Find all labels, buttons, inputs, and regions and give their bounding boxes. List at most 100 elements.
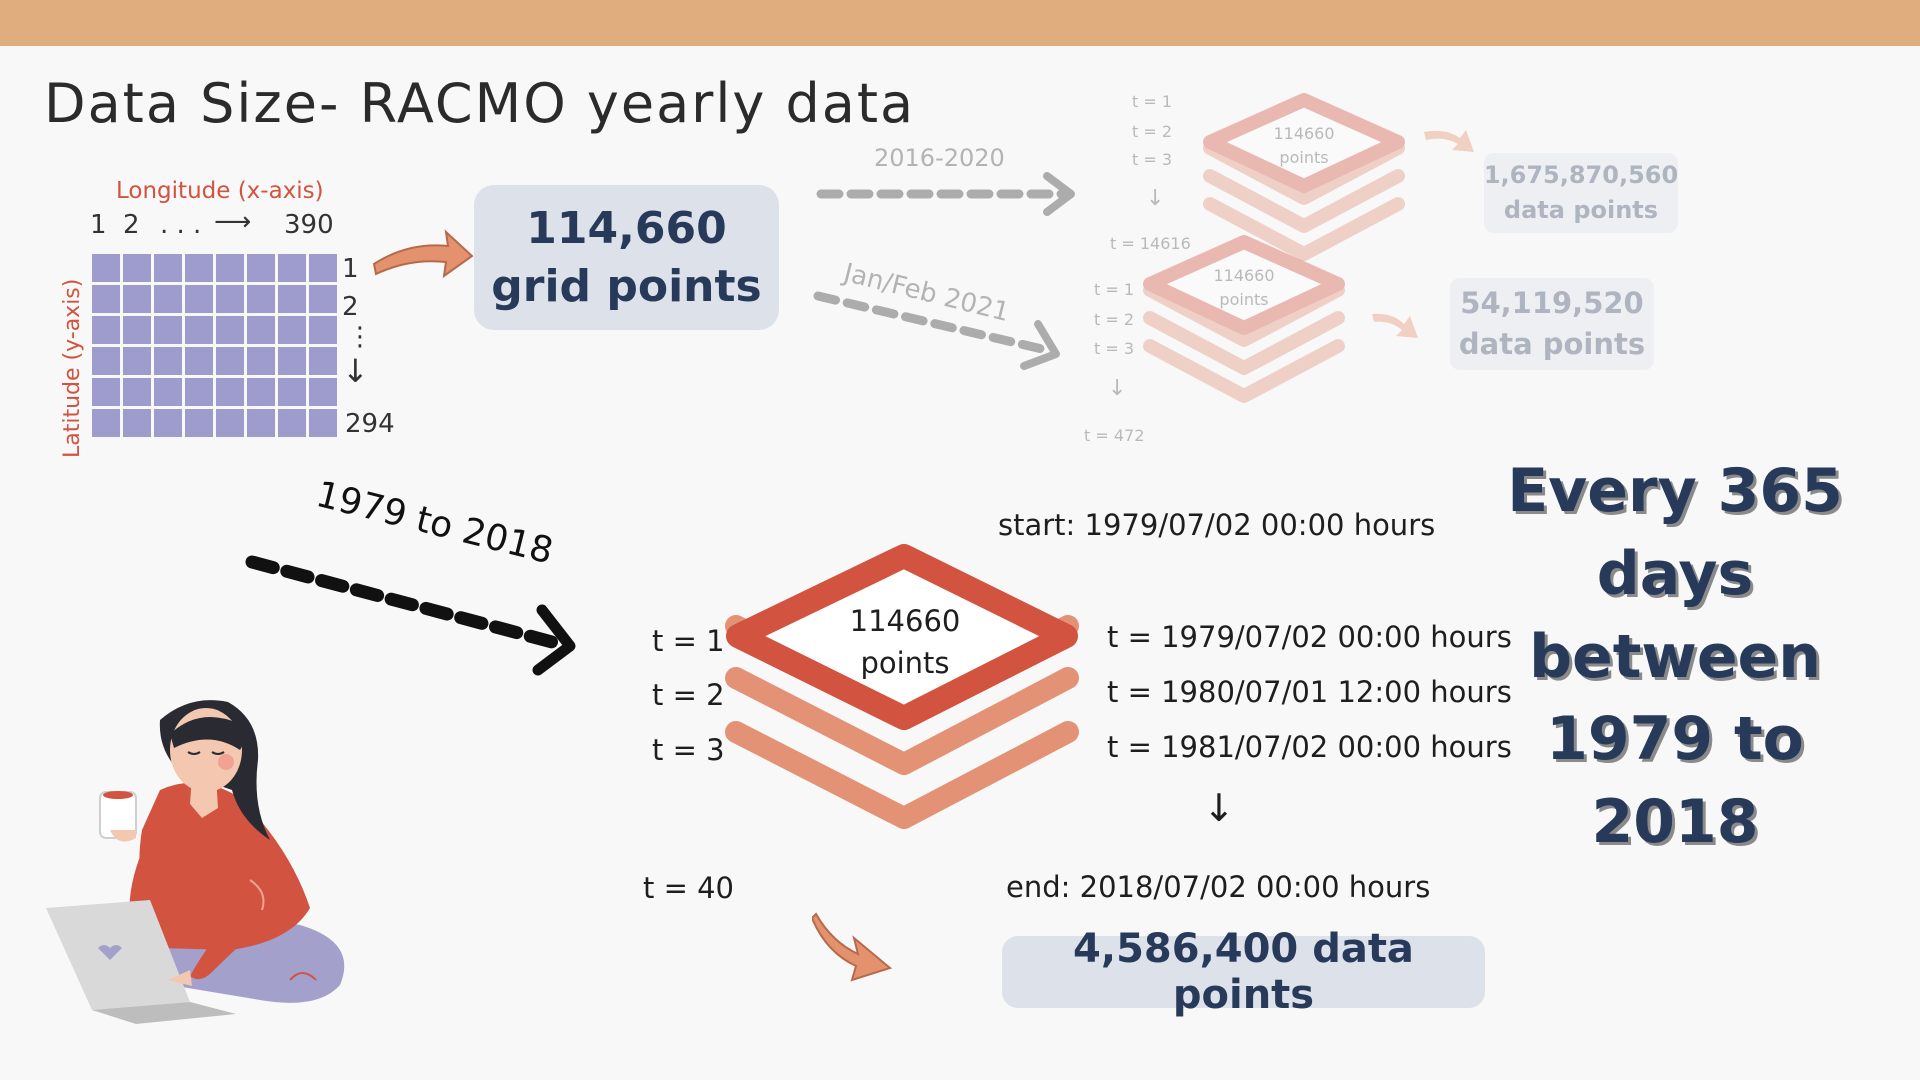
- grid-cell: [247, 378, 275, 406]
- longitude-label: Longitude (x-axis): [116, 178, 324, 204]
- grid-cell: [247, 347, 275, 375]
- grid-cell: [278, 347, 306, 375]
- p2021-arrow: ↓: [1108, 376, 1127, 401]
- p2016-stack-label: 114660 points: [1254, 122, 1354, 170]
- woman-with-laptop-illustration: [46, 700, 345, 1024]
- p2021-result-value: 54,119,520: [1460, 286, 1644, 321]
- grid-points-label: grid points: [491, 260, 762, 312]
- p2021-stack-label: 114660 points: [1194, 264, 1294, 312]
- p2016-stack-unit: points: [1279, 148, 1329, 167]
- grid-cell: [92, 347, 120, 375]
- grid-cell: [278, 378, 306, 406]
- y-tick-dots: ⋮: [347, 322, 373, 352]
- grid-cell: [185, 409, 213, 437]
- curved-arrow-icon: [372, 229, 474, 279]
- grid-cell: [278, 254, 306, 282]
- grid-points-value: 114,660: [526, 203, 727, 255]
- grid-cell: [123, 378, 151, 406]
- grid-cell: [185, 254, 213, 282]
- grid-cell: [123, 254, 151, 282]
- grid-cell: [154, 254, 182, 282]
- grid-cell: [278, 409, 306, 437]
- grid-cell: [216, 254, 244, 282]
- grid-cell: [278, 316, 306, 344]
- grid-cell: [185, 347, 213, 375]
- grid-cell: [123, 285, 151, 313]
- main-end: end: 2018/07/02 00:00 hours: [1006, 870, 1431, 904]
- grid-cell: [92, 409, 120, 437]
- main-time2: t = 1980/07/01 12:00 hours: [1107, 675, 1512, 709]
- grid-cell: [185, 316, 213, 344]
- page-title: Data Size- RACMO yearly data: [44, 72, 916, 135]
- grid-cell: [278, 285, 306, 313]
- x-tick-dots: . . .: [160, 210, 202, 240]
- grid-matrix: [92, 254, 337, 437]
- grid-cell: [154, 316, 182, 344]
- p2016-result-label: data points: [1503, 196, 1659, 224]
- x-tick-end: 390: [284, 210, 334, 240]
- grid-cell: [309, 378, 337, 406]
- grid-cell: [309, 409, 337, 437]
- grid-cell: [309, 316, 337, 344]
- main-t1: t = 1: [652, 624, 725, 658]
- total-data-points-pill: 4,586,400 data points: [1002, 926, 1485, 1018]
- p2016-t3: t = 3: [1132, 150, 1173, 169]
- p2021-stack-value: 114660: [1213, 266, 1275, 285]
- grid-cell: [216, 378, 244, 406]
- grid-cell: [92, 254, 120, 282]
- grid-cell: [247, 285, 275, 313]
- p2016-stack: [1203, 93, 1405, 261]
- grid-cell: [92, 285, 120, 313]
- grid-cell: [123, 409, 151, 437]
- main-stack-value: 114660: [849, 604, 961, 638]
- p2021-stack-unit: points: [1219, 290, 1269, 309]
- dashed-arrow-icon: [245, 555, 576, 676]
- main-time1: t = 1979/07/02 00:00 hours: [1107, 620, 1512, 654]
- period-2016-label: 2016-2020: [874, 144, 1005, 172]
- main-stack: [725, 544, 1079, 829]
- grid-cell: [92, 378, 120, 406]
- dashed-arrow-icon: [816, 172, 1075, 216]
- p2021-t-end: t = 472: [1084, 426, 1145, 445]
- y-tick-second: 2: [342, 292, 359, 322]
- main-stack-unit: points: [860, 646, 950, 681]
- grid-cell: [309, 254, 337, 282]
- x-axis-arrow: ⟶: [214, 207, 252, 237]
- main-t-end: t = 40: [643, 871, 735, 905]
- main-arrow: ↓: [1203, 786, 1235, 830]
- grid-cell: [185, 285, 213, 313]
- p2016-result-pill: 1,675,870,560 data points: [1484, 153, 1678, 233]
- grid-cell: [247, 254, 275, 282]
- p2021-result-label: data points: [1458, 327, 1646, 361]
- p2016-t-end: t = 14616: [1110, 234, 1191, 253]
- grid-cell: [309, 347, 337, 375]
- p2021-t2: t = 2: [1094, 310, 1135, 329]
- curved-arrow-icon: [1372, 313, 1418, 338]
- grid-cell: [185, 378, 213, 406]
- grid-cell: [123, 316, 151, 344]
- grid-cell: [216, 409, 244, 437]
- main-stack-label: 114660 points: [820, 600, 990, 684]
- p2021-stack: [1143, 235, 1345, 403]
- p2021-t3: t = 3: [1094, 339, 1135, 358]
- p2016-stack-value: 114660: [1273, 124, 1335, 143]
- main-t3: t = 3: [652, 733, 725, 767]
- p2016-result-value: 1,675,870,560: [1483, 161, 1679, 190]
- x-tick-start: 1: [90, 210, 107, 240]
- grid-cell: [216, 347, 244, 375]
- grid-cell: [247, 409, 275, 437]
- grid-cell: [154, 347, 182, 375]
- grid-cell: [216, 285, 244, 313]
- p2016-t2: t = 2: [1132, 122, 1173, 141]
- grid-points-pill: 114,660 grid points: [474, 185, 779, 330]
- y-axis-arrow: ↓: [342, 352, 369, 390]
- main-time3: t = 1981/07/02 00:00 hours: [1107, 730, 1512, 764]
- grid-cell: [154, 285, 182, 313]
- grid-cell: [123, 347, 151, 375]
- p2016-arrow: ↓: [1146, 186, 1165, 211]
- p2021-t1: t = 1: [1094, 280, 1135, 299]
- y-tick-start: 1: [342, 254, 359, 284]
- x-tick-second: 2: [123, 210, 140, 240]
- curved-arrow-icon: [1424, 130, 1474, 152]
- dashed-arrow-icon: [813, 291, 1060, 370]
